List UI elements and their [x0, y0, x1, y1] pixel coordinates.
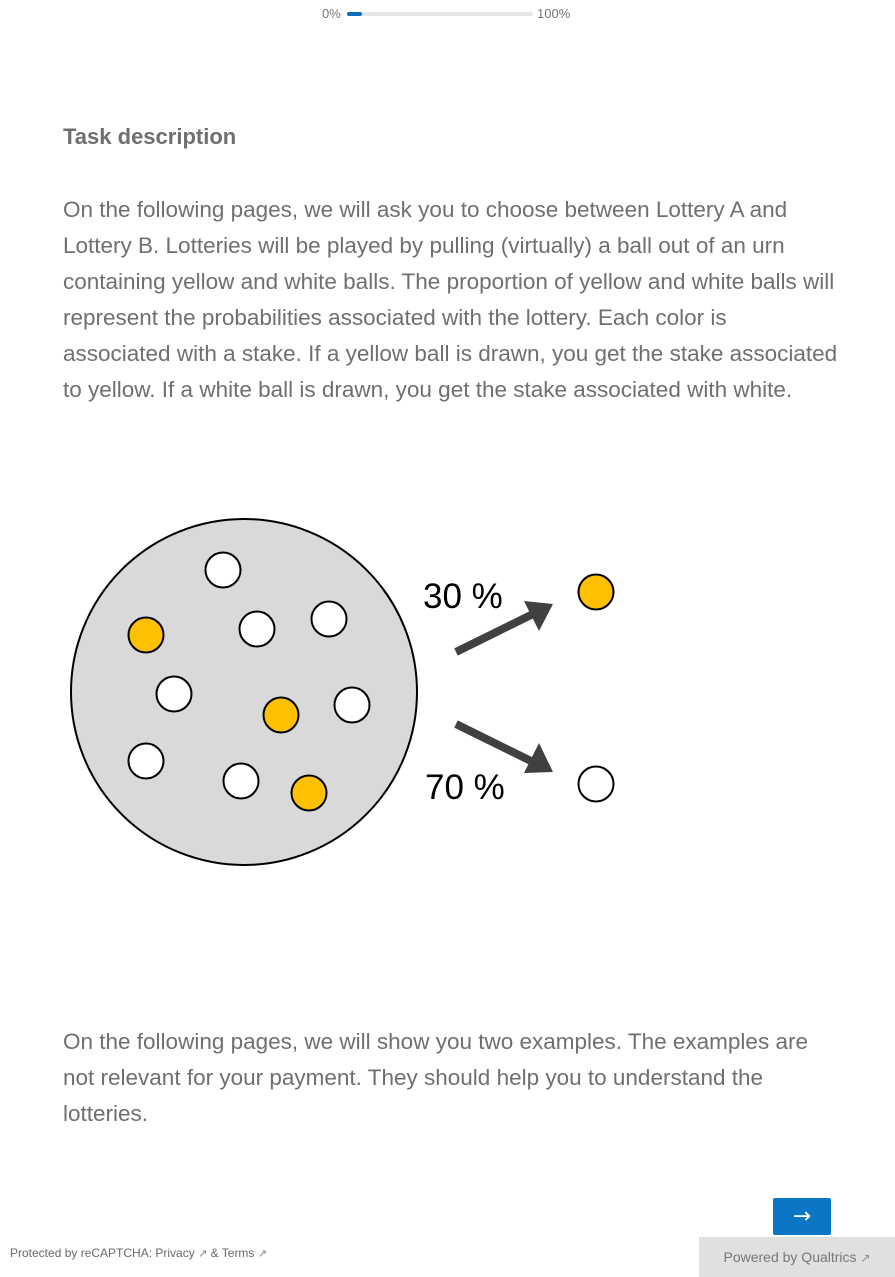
progress-fill: [347, 12, 362, 16]
task-heading: Task description: [63, 124, 237, 149]
urn-ball-white: [238, 610, 276, 648]
terms-link[interactable]: Terms: [221, 1246, 255, 1260]
urn-ball-white: [222, 762, 260, 800]
arrow-to-yellow: [454, 610, 535, 656]
recaptcha-amp: &: [207, 1246, 222, 1260]
next-button[interactable]: →: [773, 1198, 831, 1235]
yellow-probability-label: 30 %: [423, 577, 503, 616]
urn-ball-yellow: [290, 774, 328, 812]
arrow-to-white-head: [524, 743, 553, 773]
powered-label: Powered by Qualtrics: [723, 1249, 857, 1265]
arrow-to-white: [454, 720, 535, 766]
recaptcha-prefix: Protected by reCAPTCHA:: [10, 1246, 156, 1260]
urn-ball-yellow: [262, 696, 300, 734]
result-ball-white: [577, 765, 615, 803]
urn-ball-white: [127, 742, 165, 780]
external-link-icon: ↗: [257, 1248, 267, 1260]
task-description-paragraph: On the following pages, we will ask you …: [63, 197, 838, 402]
progress-end-label: 100%: [537, 6, 571, 21]
white-probability-label: 70 %: [425, 768, 505, 807]
urn-ball-white: [333, 686, 371, 724]
urn-ball-yellow: [127, 616, 165, 654]
progress-track: [347, 12, 533, 16]
urn-ball-white: [155, 675, 193, 713]
privacy-link[interactable]: Privacy: [155, 1246, 195, 1260]
result-ball-yellow: [577, 573, 615, 611]
urn-ball-white: [310, 600, 348, 638]
urn-ball-white: [204, 551, 242, 589]
progress-start-label: 0%: [322, 6, 341, 21]
external-link-icon: ↗: [860, 1251, 871, 1265]
lottery-urn-figure: 30 % 70 %: [63, 500, 623, 870]
powered-by-qualtrics-link[interactable]: Powered by Qualtrics ↗: [699, 1237, 895, 1277]
external-link-icon: ↗: [198, 1248, 208, 1260]
arrow-to-yellow-head: [524, 601, 553, 631]
progress-bar: 0% 100%: [322, 5, 582, 21]
examples-paragraph: On the following pages, we will show you…: [63, 1029, 808, 1126]
recaptcha-notice: Protected by reCAPTCHA: Privacy ↗ & Term…: [10, 1246, 267, 1260]
urn-illustration: 30 % 70 %: [70, 518, 615, 866]
